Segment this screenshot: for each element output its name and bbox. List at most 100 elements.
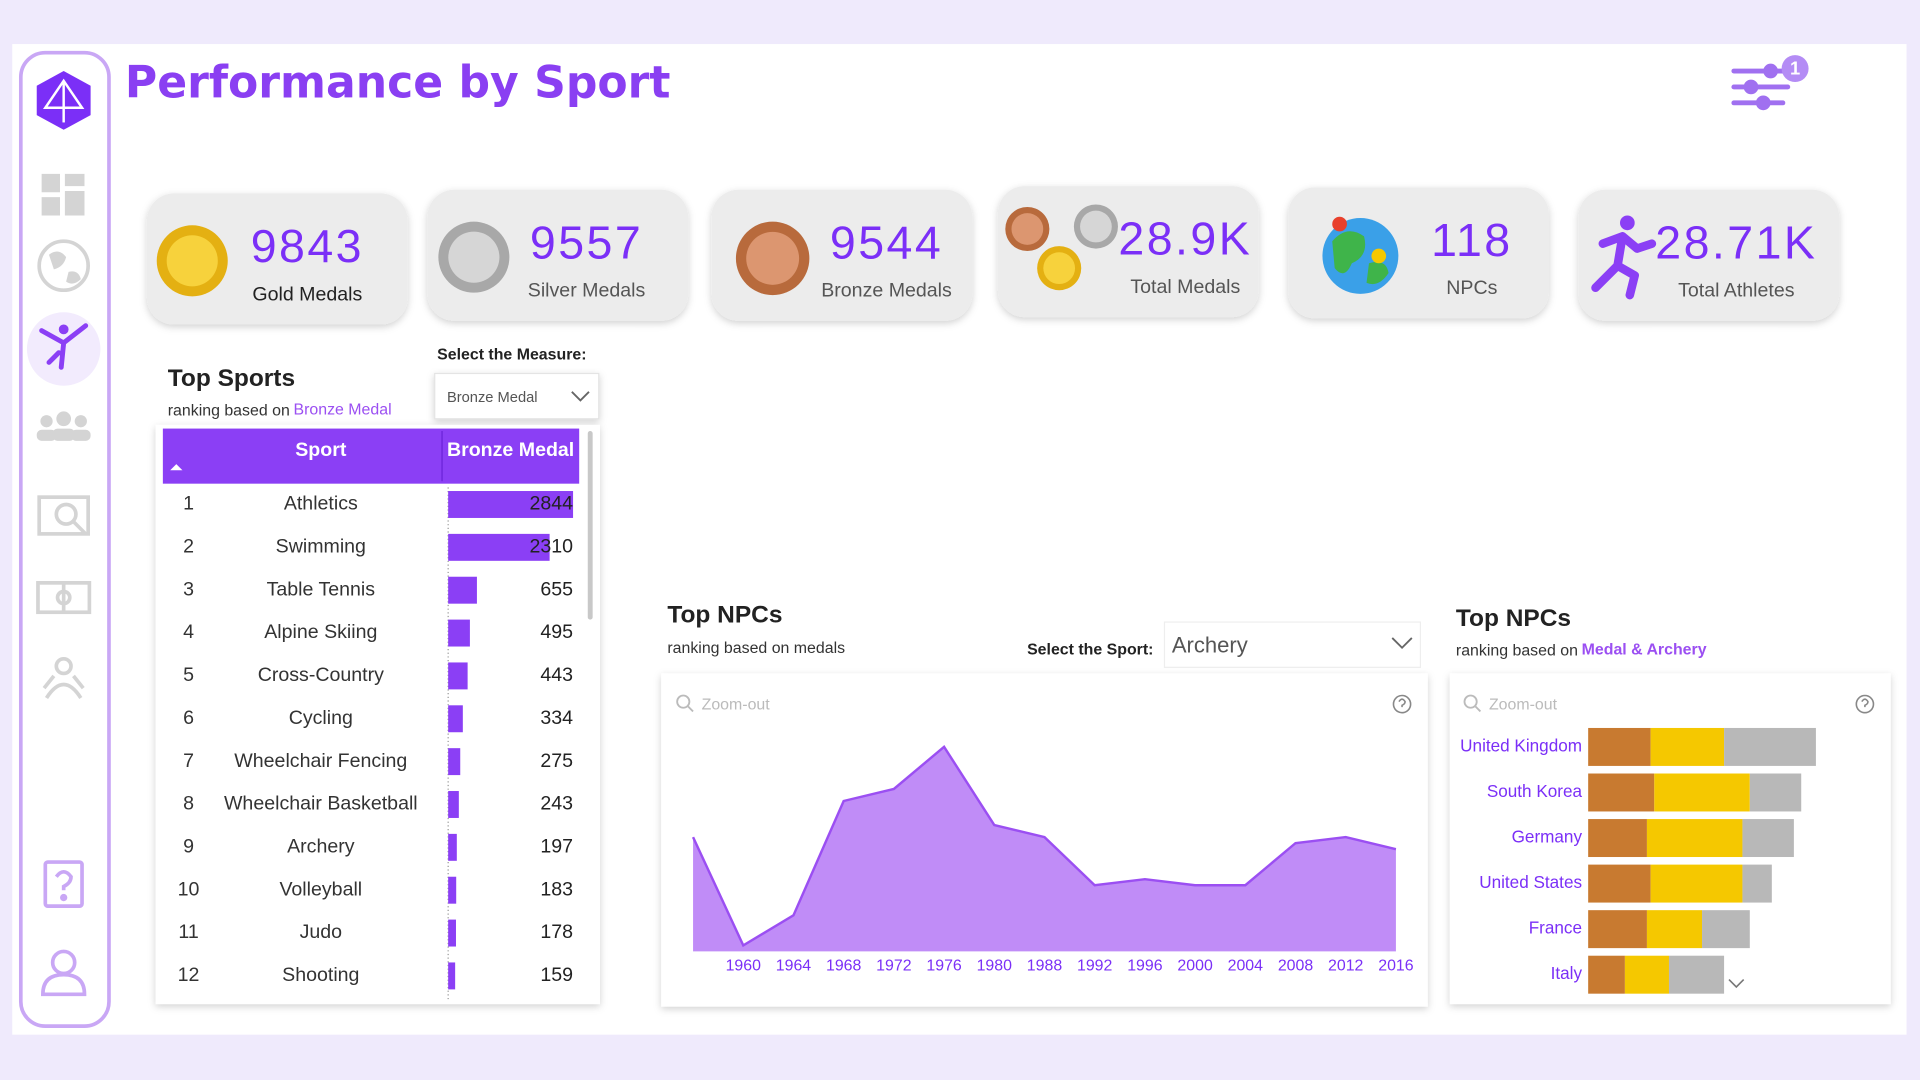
value-label: 443 (540, 664, 573, 686)
sport-name: Cross-Country (258, 664, 384, 686)
help-icon-mark (1861, 698, 1869, 708)
page-title: Performance by Sport (125, 58, 671, 109)
nav-sport[interactable] (39, 323, 89, 370)
x-tick-label: 2000 (1177, 957, 1213, 974)
area-line (691, 745, 1397, 948)
x-tick-label: 1968 (826, 957, 862, 974)
medal-icon-inner (166, 235, 218, 287)
nav-dashboard[interactable] (41, 173, 85, 216)
sport-name: Shooting (282, 964, 359, 986)
bar-segment (1749, 773, 1802, 812)
value-bar (448, 962, 456, 990)
section-title: Top Sports (168, 365, 295, 392)
nav-athlete[interactable] (42, 656, 85, 699)
filter-button[interactable] (1731, 55, 1809, 111)
kpi-label: Silver Medals (528, 280, 646, 302)
dropdown-value: Bronze Medal (447, 390, 538, 406)
scroll-chevron (1728, 979, 1745, 989)
nav-search-map[interactable] (37, 495, 90, 536)
section-subtitle: ranking based on medals (667, 640, 845, 657)
value-label: 655 (540, 578, 573, 600)
rank: 6 (183, 707, 194, 729)
kpi-value: 9544 (830, 216, 943, 268)
x-tick-label: 1964 (776, 957, 812, 974)
value-label: 334 (540, 707, 573, 729)
sort-arrow (170, 464, 183, 471)
category-label: Germany (1512, 827, 1583, 847)
kpi-label: Bronze Medals (821, 280, 952, 302)
nav-field[interactable] (36, 581, 92, 615)
x-tick-label: 1972 (876, 957, 912, 974)
zoom-out[interactable]: Zoom-out (702, 697, 771, 714)
help-icon[interactable] (1855, 694, 1875, 714)
bar-segment (1742, 819, 1794, 858)
nav-help[interactable] (43, 860, 84, 908)
x-tick-label: 2004 (1228, 957, 1264, 974)
x-tick-label: 2008 (1278, 957, 1314, 974)
bar-segment (1650, 727, 1725, 766)
bar-segment (1588, 910, 1647, 949)
measure-dropdown[interactable] (434, 372, 600, 420)
category-label: United States (1479, 872, 1582, 892)
table-panel (155, 424, 601, 1005)
dropdown-chevron (1391, 637, 1413, 650)
sport-name: Wheelchair Basketball (224, 793, 418, 815)
nav-profile[interactable] (41, 949, 87, 997)
zoom-icon[interactable] (676, 694, 691, 709)
medal-icon-inner (1080, 210, 1112, 243)
kpi-value: 28.71K (1655, 216, 1817, 268)
kpi-label: Total Medals (1130, 276, 1240, 298)
kpi-row: 9843 Gold Medals 9557 Silver Medals 9544 Bron… (146, 186, 1840, 325)
bar-segment (1650, 864, 1743, 903)
rank: 9 (183, 836, 194, 858)
selector-label: Select the Measure: (437, 346, 586, 363)
area (693, 746, 1396, 952)
kpi-value: 9557 (530, 216, 643, 268)
kpi-label: Total Athletes (1678, 280, 1795, 302)
value-label: 275 (540, 750, 573, 772)
selector-label: Select the Sport: (1027, 641, 1153, 658)
value-label: 2844 (529, 493, 573, 515)
x-tick-label: 1992 (1077, 957, 1113, 974)
category-label: South Korea (1487, 781, 1583, 801)
sidebar (18, 50, 111, 1028)
subtitle-measure: Bronze Medal (293, 401, 391, 418)
zoom-icon[interactable] (1463, 694, 1478, 709)
logo-icon (36, 71, 91, 130)
zoom-out[interactable]: Zoom-out (1489, 697, 1558, 714)
bar-segment (1588, 773, 1655, 812)
x-tick-label: 1996 (1127, 957, 1163, 974)
kpi-value: 118 (1431, 214, 1513, 266)
x-tick-label: 1976 (926, 957, 962, 974)
rank: 4 (183, 621, 194, 643)
sport-name: Alpine Skiing (264, 621, 377, 643)
subtitle-measure: Medal & Archery (1582, 641, 1707, 658)
nav-people[interactable] (36, 411, 91, 441)
dropdown-value: Archery (1172, 632, 1248, 657)
zoom-icon-handle (1474, 705, 1482, 713)
value-bar (448, 876, 457, 904)
sport-name: Athletics (284, 493, 358, 515)
zoom-icon-handle (687, 705, 694, 713)
category-label: United Kingdom (1460, 735, 1582, 755)
scrollbar[interactable] (587, 431, 593, 620)
nav-globe[interactable] (37, 239, 90, 293)
category-label: Italy (1551, 963, 1583, 983)
value-label: 159 (540, 964, 573, 986)
bar-segment (1588, 727, 1651, 766)
value-bar (448, 705, 463, 733)
kpi-card (1578, 189, 1840, 321)
pin-icon (1371, 248, 1387, 264)
kpi-label: Gold Medals (252, 283, 362, 305)
bar-segment (1654, 773, 1750, 812)
sport-name: Archery (287, 836, 355, 858)
x-tick-label: 1960 (726, 957, 762, 974)
rank: 3 (183, 578, 194, 600)
table-header (162, 428, 580, 484)
medal-icon-inner (1043, 252, 1076, 285)
help-icon[interactable] (1392, 694, 1412, 714)
sport-dropdown[interactable] (1163, 621, 1422, 668)
runner-head (1620, 215, 1635, 231)
value-bar (448, 491, 574, 518)
